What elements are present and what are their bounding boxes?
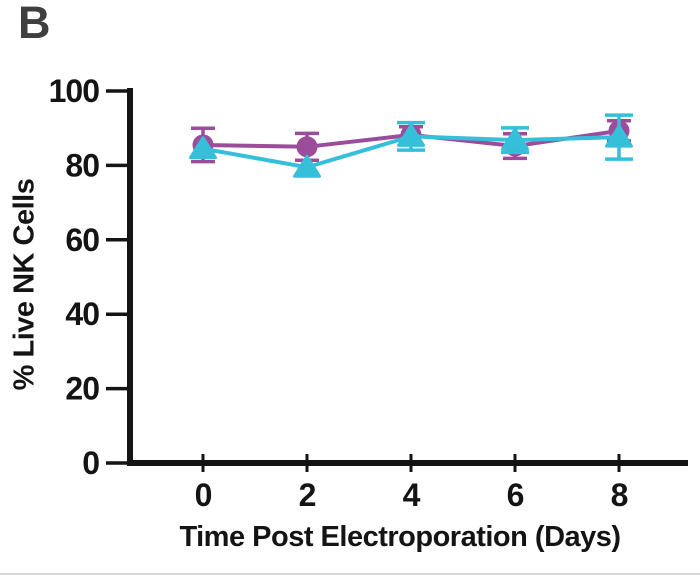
x-tick-label: 6 [507, 477, 524, 513]
triangle-marker [189, 136, 217, 160]
x-tick-label: 4 [403, 477, 421, 513]
circle-marker [296, 136, 318, 158]
y-tick-label: 40 [65, 296, 99, 332]
triangle-marker [293, 154, 321, 178]
y-tick-label: 80 [65, 147, 99, 183]
panel-label: B [18, 0, 50, 48]
y-tick-label: 0 [82, 445, 99, 481]
cyan-triangle-series [189, 113, 633, 178]
y-axis: 0 20 40 60 80 100 [49, 73, 133, 481]
y-tick-label: 20 [65, 371, 99, 407]
x-tick-label: 8 [611, 477, 628, 513]
x-tick-label: 0 [195, 477, 212, 513]
y-tick-label: 60 [65, 222, 99, 258]
x-axis-label: Time Post Electroporation (Days) [179, 521, 621, 553]
triangle-marker [501, 127, 529, 151]
triangle-marker [397, 123, 425, 147]
triangle-marker [605, 124, 633, 148]
x-axis: 0 2 4 6 8 [127, 454, 688, 513]
x-tick-label: 2 [299, 477, 316, 513]
y-tick-label: 100 [49, 73, 100, 109]
